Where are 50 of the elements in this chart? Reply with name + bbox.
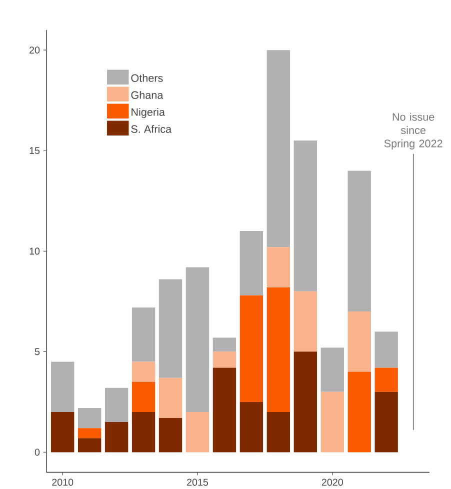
- x-tick-label: 2010: [52, 478, 74, 486]
- bar: [186, 267, 210, 412]
- bar: [266, 412, 290, 452]
- bar: [132, 382, 156, 412]
- legend-label: Others: [131, 74, 163, 82]
- bar: [294, 140, 317, 292]
- x-tick-label: 2015: [186, 478, 208, 486]
- bar: [348, 311, 371, 372]
- bar: [374, 368, 398, 392]
- bar: [294, 352, 317, 452]
- bar: [78, 438, 102, 452]
- y-tick-label: 0: [34, 448, 40, 456]
- x-tick-label: 2020: [322, 478, 343, 486]
- bar: [240, 295, 263, 402]
- y-tick-label: 10: [30, 248, 40, 255]
- bar: [158, 418, 182, 452]
- bar: [320, 348, 344, 392]
- bar: [132, 362, 156, 382]
- bar: [240, 231, 263, 296]
- bar: [186, 412, 210, 452]
- ref-line-label: No issue since Spring 2022: [384, 112, 442, 150]
- legend-label: Nigeria: [132, 108, 165, 118]
- bar: [132, 412, 156, 452]
- y-tick-label: 20: [29, 46, 40, 54]
- bar: [212, 338, 236, 352]
- y-tick-label: 5: [34, 348, 40, 356]
- bar: [240, 402, 263, 452]
- bar: [266, 287, 290, 412]
- bar: [212, 368, 236, 452]
- bar: [294, 291, 317, 352]
- bar: [50, 412, 74, 452]
- bar: [348, 372, 371, 452]
- bar: [320, 392, 344, 452]
- bar: [266, 50, 290, 248]
- bar: [374, 392, 398, 452]
- bar: [212, 352, 236, 368]
- legend-label: S. Africa: [131, 124, 172, 133]
- bar: [104, 388, 128, 422]
- bar: [158, 279, 182, 378]
- bar: [158, 378, 182, 418]
- y-tick-label: 15: [30, 147, 40, 154]
- bar: [374, 332, 398, 368]
- bar: [78, 428, 102, 438]
- bar: [132, 307, 156, 362]
- bar: [266, 247, 290, 288]
- bar: [104, 422, 128, 452]
- bar: [50, 362, 74, 412]
- bar: [348, 170, 371, 312]
- bar: [78, 408, 102, 428]
- legend-label: Ghana: [131, 90, 164, 99]
